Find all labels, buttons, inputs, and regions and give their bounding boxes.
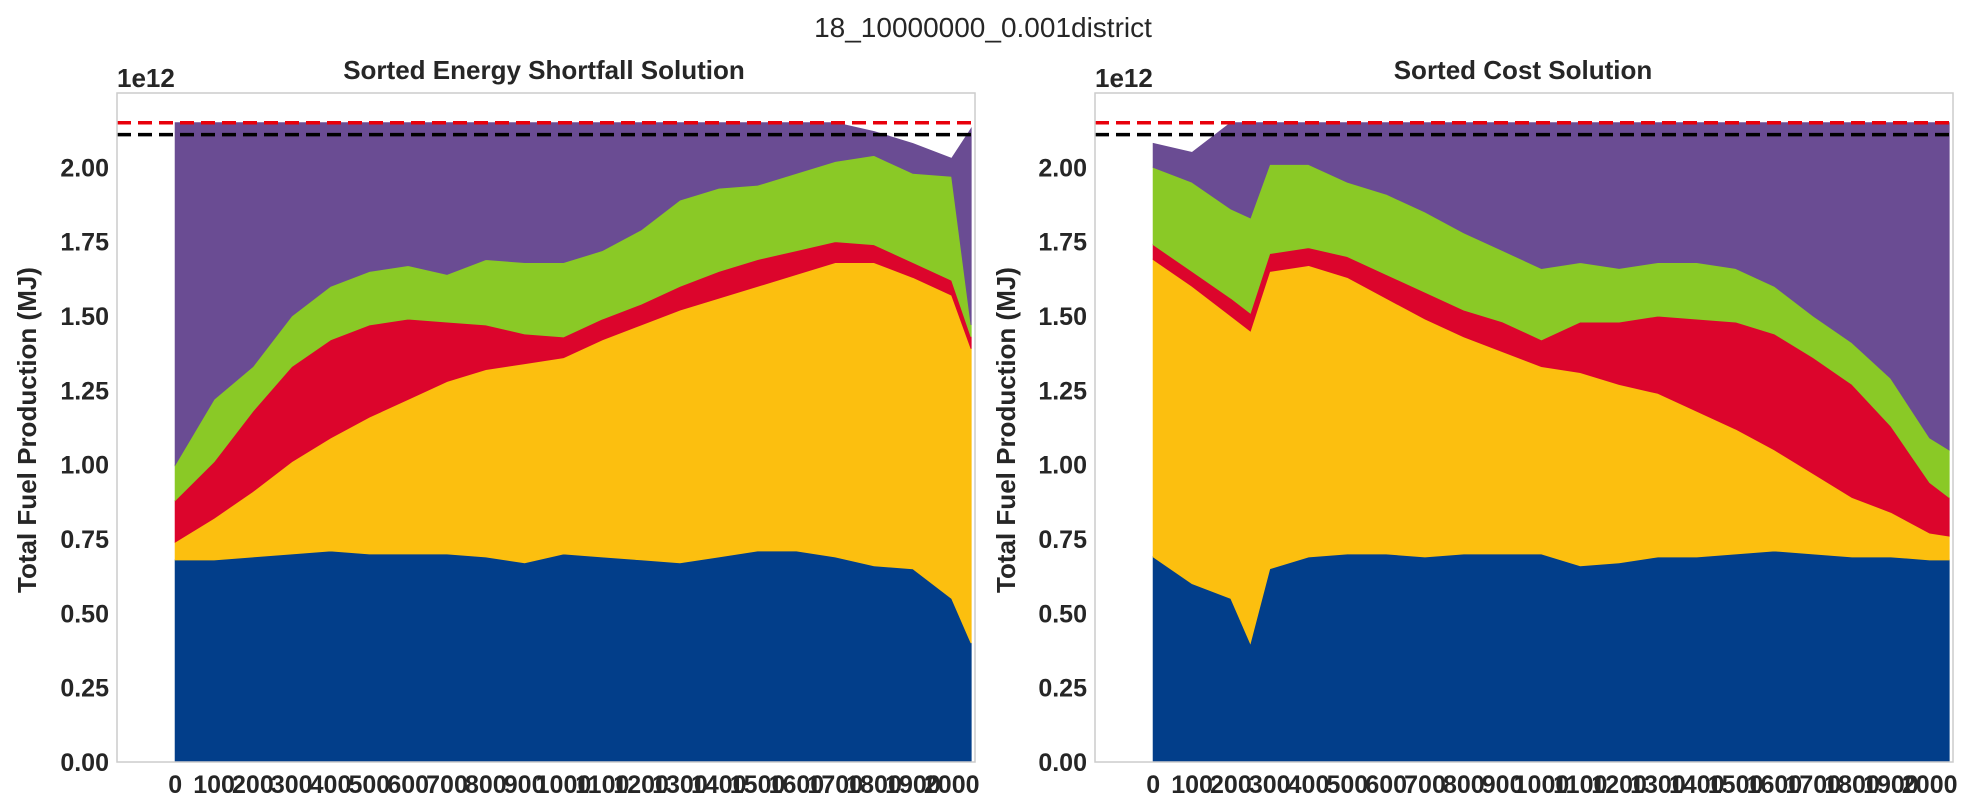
x-tick-label: 900 — [1482, 771, 1524, 799]
x-tick-label: 1300 — [1630, 771, 1686, 799]
x-tick-label: 800 — [1443, 771, 1485, 799]
y-tick-label: 0.25 — [60, 675, 109, 703]
x-tick-label: 800 — [465, 771, 507, 799]
area-series-0 — [174, 550, 972, 763]
y-tick-label: 0.50 — [1038, 600, 1087, 628]
x-tick-label: 1500 — [1708, 771, 1764, 799]
x-tick-label: 1400 — [691, 771, 747, 799]
x-tick-label: 100 — [193, 771, 235, 799]
y-axis-label: Total Fuel Production (MJ) — [12, 267, 42, 593]
plot-area: 0.00 0.25 0.50 0.75 1.00 1.25 1.50 1.75 2.00 0 100… — [1038, 92, 1958, 799]
axes-frame — [1094, 92, 1954, 763]
x-tick-label: 1900 — [885, 771, 941, 799]
y-tick-label: 0.50 — [60, 600, 109, 628]
x-tick-label: 500 — [348, 771, 390, 799]
y-tick-label: 1.75 — [60, 229, 109, 257]
x-tick-label: 0 — [1146, 771, 1160, 799]
x-tick-label: 1400 — [1669, 771, 1725, 799]
panel-title: Sorted Cost Solution — [1394, 55, 1653, 85]
y-axis-label: Total Fuel Production (MJ) — [991, 267, 1021, 593]
x-tick-label: 1800 — [1824, 771, 1880, 799]
area-series-0 — [1152, 550, 1950, 763]
y-tick-label: 2.00 — [1038, 154, 1087, 182]
x-tick-label: 1100 — [575, 771, 629, 799]
y-tick-label: 0.00 — [60, 749, 109, 777]
x-tick-label: 1900 — [1863, 771, 1919, 799]
x-tick-label: 400 — [310, 771, 352, 799]
y-offset-label: 1e12 — [117, 63, 175, 93]
y-tick-label: 1.00 — [60, 452, 109, 480]
x-tick-label: 700 — [426, 771, 468, 799]
y-tick-label: 1.75 — [1038, 229, 1087, 257]
y-offset-label: 1e12 — [1095, 63, 1153, 93]
x-tick-label: 1200 — [613, 771, 669, 799]
x-tick-label: 200 — [1210, 771, 1252, 799]
panel-energy-shortfall: Sorted Energy Shortfall Solution 1e12 To… — [12, 55, 980, 799]
x-tick-label: 1100 — [1553, 771, 1607, 799]
x-tick-label: 2000 — [1902, 771, 1958, 799]
x-tick-label: 1300 — [652, 771, 708, 799]
x-tick-label: 2000 — [924, 771, 980, 799]
x-tick-label: 1000 — [536, 771, 592, 799]
panel-title: Sorted Energy Shortfall Solution — [343, 55, 745, 85]
x-tick-label: 300 — [271, 771, 313, 799]
panel-cost: Sorted Cost Solution 1e12 Total Fuel Pro… — [991, 55, 1958, 799]
y-tick-label: 0.75 — [60, 526, 109, 554]
y-tick-label: 1.00 — [1038, 452, 1087, 480]
y-tick-label: 0.75 — [1038, 526, 1087, 554]
x-tick-label: 1600 — [769, 771, 825, 799]
x-tick-label: 1800 — [846, 771, 902, 799]
x-tick-label: 0 — [168, 771, 182, 799]
x-tick-label: 200 — [232, 771, 274, 799]
y-tick-label: 1.25 — [1038, 377, 1087, 405]
x-tick-label: 700 — [1404, 771, 1446, 799]
x-tick-label: 100 — [1171, 771, 1213, 799]
y-tick-label: 1.50 — [60, 303, 109, 331]
x-tick-label: 600 — [1365, 771, 1407, 799]
x-tick-label: 400 — [1288, 771, 1330, 799]
y-tick-label: 1.50 — [1038, 303, 1087, 331]
y-tick-label: 0.00 — [1038, 749, 1087, 777]
plot-area: 0.00 0.25 0.50 0.75 1.00 1.25 1.50 1.75 2.00 0 100… — [60, 92, 980, 799]
axes-frame — [116, 92, 976, 763]
x-tick-label: 1500 — [730, 771, 786, 799]
y-tick-label: 2.00 — [60, 154, 109, 182]
x-tick-label: 1200 — [1591, 771, 1647, 799]
figure-suptitle: 18_10000000_0.001district — [814, 12, 1152, 43]
x-tick-label: 1600 — [1747, 771, 1803, 799]
x-tick-label: 1000 — [1514, 771, 1570, 799]
x-tick-label: 1700 — [807, 771, 863, 799]
x-tick-label: 300 — [1249, 771, 1291, 799]
x-tick-label: 600 — [387, 771, 429, 799]
x-tick-label: 900 — [504, 771, 546, 799]
y-tick-label: 1.25 — [60, 377, 109, 405]
x-tick-label: 1700 — [1785, 771, 1841, 799]
y-tick-label: 0.25 — [1038, 675, 1087, 703]
x-tick-label: 500 — [1326, 771, 1368, 799]
